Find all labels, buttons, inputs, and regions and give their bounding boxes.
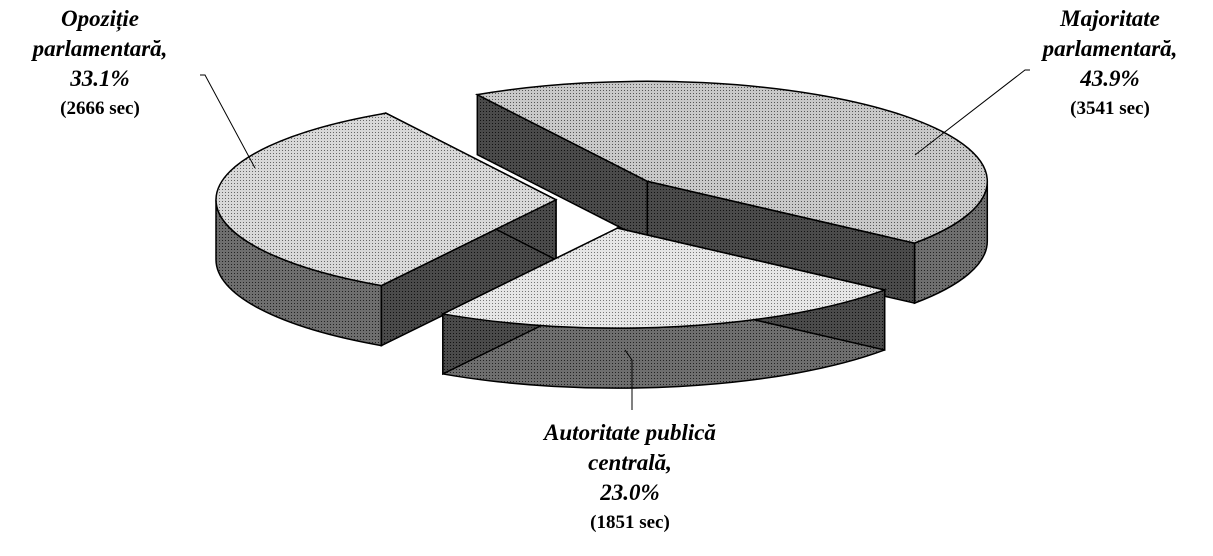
slice-top-autoritate: [440, 227, 888, 329]
label-majoritate-line1: Majoritate: [1060, 6, 1160, 31]
slice-top-opozitie: [215, 112, 558, 287]
slice-opozitie: [215, 111, 558, 347]
slice-autoritate: [440, 226, 888, 389]
label-autoritate-seconds: (1851 sec): [590, 512, 670, 533]
leader-line-opozitie: [200, 74, 256, 169]
slice-majoritate: [474, 80, 989, 305]
label-opozitie-percent: 33.1%: [70, 66, 130, 91]
label-autoritate: Autoritate publică centrală, 23.0% (1851…: [480, 418, 780, 538]
leader-line-majoritate: [914, 69, 1030, 156]
label-opozitie-line2: parlamentară,: [32, 36, 168, 61]
label-opozitie-seconds: (2666 sec): [60, 98, 140, 119]
label-majoritate: Majoritate parlamentară, 43.9% (3541 sec…: [1010, 4, 1210, 124]
label-majoritate-line2: parlamentară,: [1042, 36, 1178, 61]
label-opozitie: Opoziție parlamentară, 33.1% (2666 sec): [0, 4, 200, 124]
label-majoritate-seconds: (3541 sec): [1070, 98, 1150, 119]
leader-line-autoritate: [624, 349, 633, 410]
label-majoritate-percent: 43.9%: [1080, 66, 1140, 91]
label-autoritate-line2: centrală,: [588, 450, 672, 475]
label-autoritate-line1: Autoritate publică: [544, 420, 716, 445]
slice-top-majoritate: [474, 80, 989, 244]
label-autoritate-percent: 23.0%: [600, 480, 660, 505]
label-opozitie-line1: Opoziție: [61, 6, 139, 31]
